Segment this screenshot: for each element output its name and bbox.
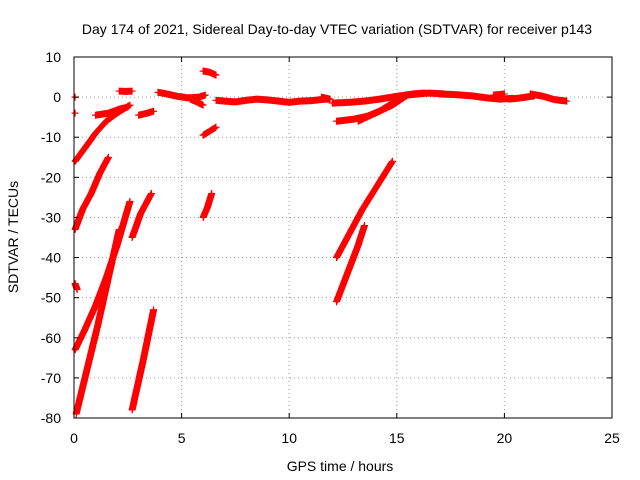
data-point — [71, 326, 89, 354]
data-point — [193, 98, 207, 109]
y-tick-label: -20 — [41, 169, 61, 185]
data-point — [490, 90, 508, 99]
x-tick-label: 0 — [70, 430, 78, 446]
series-arc-28 — [490, 90, 508, 99]
data-point — [83, 129, 99, 148]
y-tick-label: -50 — [41, 290, 61, 306]
series-arc-14 — [186, 95, 207, 109]
data-point — [454, 91, 476, 100]
data-point — [105, 226, 123, 281]
series-arc-8 — [92, 103, 132, 119]
series-arc-17 — [199, 189, 216, 221]
data-point — [116, 103, 132, 113]
x-axis-title: GPS time / hours — [287, 458, 394, 474]
data-point — [354, 109, 379, 125]
series-arc-5 — [71, 280, 81, 294]
x-tick-label: 25 — [604, 430, 620, 446]
x-tick-label: 15 — [389, 430, 405, 446]
x-tick-label: 10 — [281, 430, 297, 446]
data-point — [206, 123, 220, 135]
series-arc-16 — [199, 123, 220, 139]
series-arc-12 — [135, 107, 158, 119]
data-point — [204, 189, 216, 211]
y-tick-label: 0 — [53, 89, 61, 105]
chart-title: Day 174 of 2021, Sidereal Day-to-day VTE… — [82, 21, 592, 37]
y-tick-label: -60 — [41, 330, 61, 346]
data-point — [79, 189, 95, 213]
data-point — [551, 96, 571, 105]
data-series — [71, 67, 571, 418]
series-arc-4 — [72, 226, 123, 418]
x-tick-label: 20 — [497, 430, 513, 446]
data-point — [333, 230, 353, 262]
data-point — [71, 141, 91, 165]
y-tick-label: -30 — [41, 209, 61, 225]
data-point — [333, 270, 351, 306]
series-arc-10 — [128, 189, 155, 241]
data-point — [92, 117, 110, 136]
x-axis-ticks: 0 5 10 15 20 25 — [70, 57, 620, 446]
series-arc-13 — [154, 88, 209, 102]
data-point — [199, 127, 214, 139]
series-arc-23 — [333, 157, 396, 262]
data-point — [346, 205, 366, 237]
y-tick-label: -80 — [41, 410, 61, 426]
data-point — [372, 101, 396, 117]
series-arc-24 — [333, 222, 368, 306]
series-arc-9 — [115, 87, 136, 95]
series-arc-2 — [71, 153, 112, 233]
data-point — [123, 87, 136, 95]
data-point — [105, 105, 123, 117]
data-point — [354, 222, 368, 249]
data-point — [346, 97, 368, 106]
data-point — [72, 366, 91, 418]
series-arc-22 — [354, 89, 429, 125]
data-point — [389, 91, 412, 109]
data-point — [206, 69, 220, 79]
plot-frame — [73, 56, 613, 419]
data-point — [344, 242, 362, 277]
data-point — [139, 306, 158, 365]
data-point — [128, 209, 145, 241]
series-arc-15 — [199, 67, 220, 79]
y-tick-label: 10 — [45, 49, 61, 65]
y-axis-title: SDTVAR / TECUs — [5, 181, 21, 293]
data-point — [199, 203, 211, 221]
data-point — [81, 302, 99, 333]
series-arc-19 — [318, 93, 334, 103]
series-arc-27 — [526, 90, 571, 105]
y-tick-label: -40 — [41, 250, 61, 266]
data-point — [83, 322, 102, 373]
x-tick-label: 5 — [178, 430, 186, 446]
data-point — [96, 153, 112, 177]
series-arc-11 — [128, 306, 158, 414]
grid-lines — [74, 57, 612, 418]
data-point — [88, 169, 104, 197]
data-point — [318, 93, 334, 103]
data-point — [404, 89, 429, 99]
y-axis-ticks: -80 -70 -60 -50 -40 -30 -20 -10 0 10 — [41, 49, 612, 426]
data-point — [128, 358, 147, 414]
data-point — [359, 181, 381, 213]
data-point — [94, 274, 112, 329]
y-tick-label: -10 — [41, 129, 61, 145]
data-point — [374, 157, 396, 189]
data-point — [196, 91, 209, 101]
data-point — [71, 109, 79, 117]
y-tick-label: -70 — [41, 370, 61, 386]
data-point — [144, 107, 158, 117]
data-point — [137, 189, 155, 217]
data-point — [71, 280, 81, 294]
series-arc-6 — [71, 109, 79, 117]
data-point — [71, 205, 87, 233]
series-arc-18 — [212, 95, 332, 106]
